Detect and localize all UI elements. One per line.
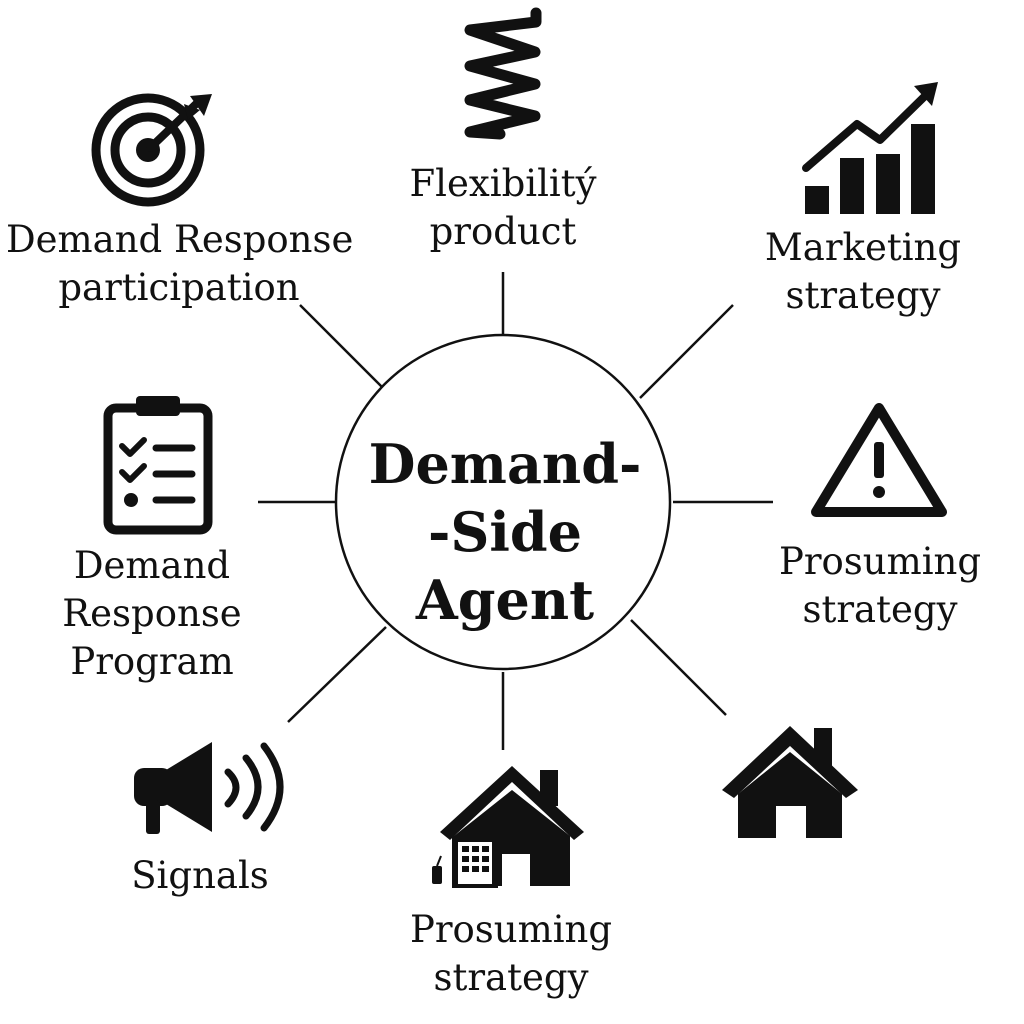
center-circle — [334, 333, 672, 671]
dr-program-label-line-3: Program — [70, 640, 234, 683]
connector-lines — [258, 272, 773, 750]
signals-label: Signals — [110, 852, 290, 900]
prosuming-right-label-line-2: strategy — [802, 588, 958, 631]
connector-bottom-left — [287, 626, 387, 723]
dr-program-label-line-1: Demand — [73, 544, 231, 587]
warning-icon — [811, 403, 947, 517]
megaphone-icon — [134, 742, 284, 834]
house-icon — [722, 726, 858, 838]
prosuming-strategy-bottom-label: Prosuming strategy — [396, 906, 626, 1002]
marketing-strategy-label: Marketing strategy — [745, 224, 981, 320]
center-line-3: Agent — [415, 568, 595, 632]
connector-bottom-right — [630, 619, 727, 716]
target-icon — [91, 93, 212, 207]
house-building-icon — [432, 766, 584, 888]
demand-response-program-label: Demand Response Program — [40, 542, 264, 686]
clipboard-checklist-icon — [103, 396, 213, 535]
marketing-label-line-2: strategy — [785, 274, 941, 317]
center-line-1: Demand- — [368, 432, 642, 496]
dr-program-label-line-2: Response — [62, 592, 242, 635]
connector-top-right — [639, 304, 734, 399]
prosuming-strategy-right-label: Prosuming strategy — [770, 538, 990, 634]
dr-participation-label-line-2: participation — [58, 266, 300, 309]
bar-chart-trend-icon — [802, 82, 938, 214]
prosuming-bottom-label-line-1: Prosuming — [409, 908, 613, 951]
connector-top-left — [299, 304, 384, 389]
flexibility-label-line-1: Flexibilitý — [409, 162, 597, 205]
signals-label-line-1: Signals — [131, 854, 269, 897]
center-agent-label: Demand- -Side Agent — [337, 430, 673, 634]
prosuming-right-label-line-1: Prosuming — [778, 540, 982, 583]
marketing-label-line-1: Marketing — [764, 226, 962, 269]
spring-icon — [464, 7, 542, 140]
demand-response-participation-label: Demand Response participation — [6, 216, 354, 312]
flexibility-product-label: Flexibilitý product — [380, 160, 626, 256]
center-line-2: -Side — [427, 500, 583, 564]
flexibility-label-line-2: product — [429, 210, 577, 253]
dr-participation-label-line-1: Demand Response — [6, 218, 354, 261]
prosuming-bottom-label-line-2: strategy — [433, 956, 589, 999]
